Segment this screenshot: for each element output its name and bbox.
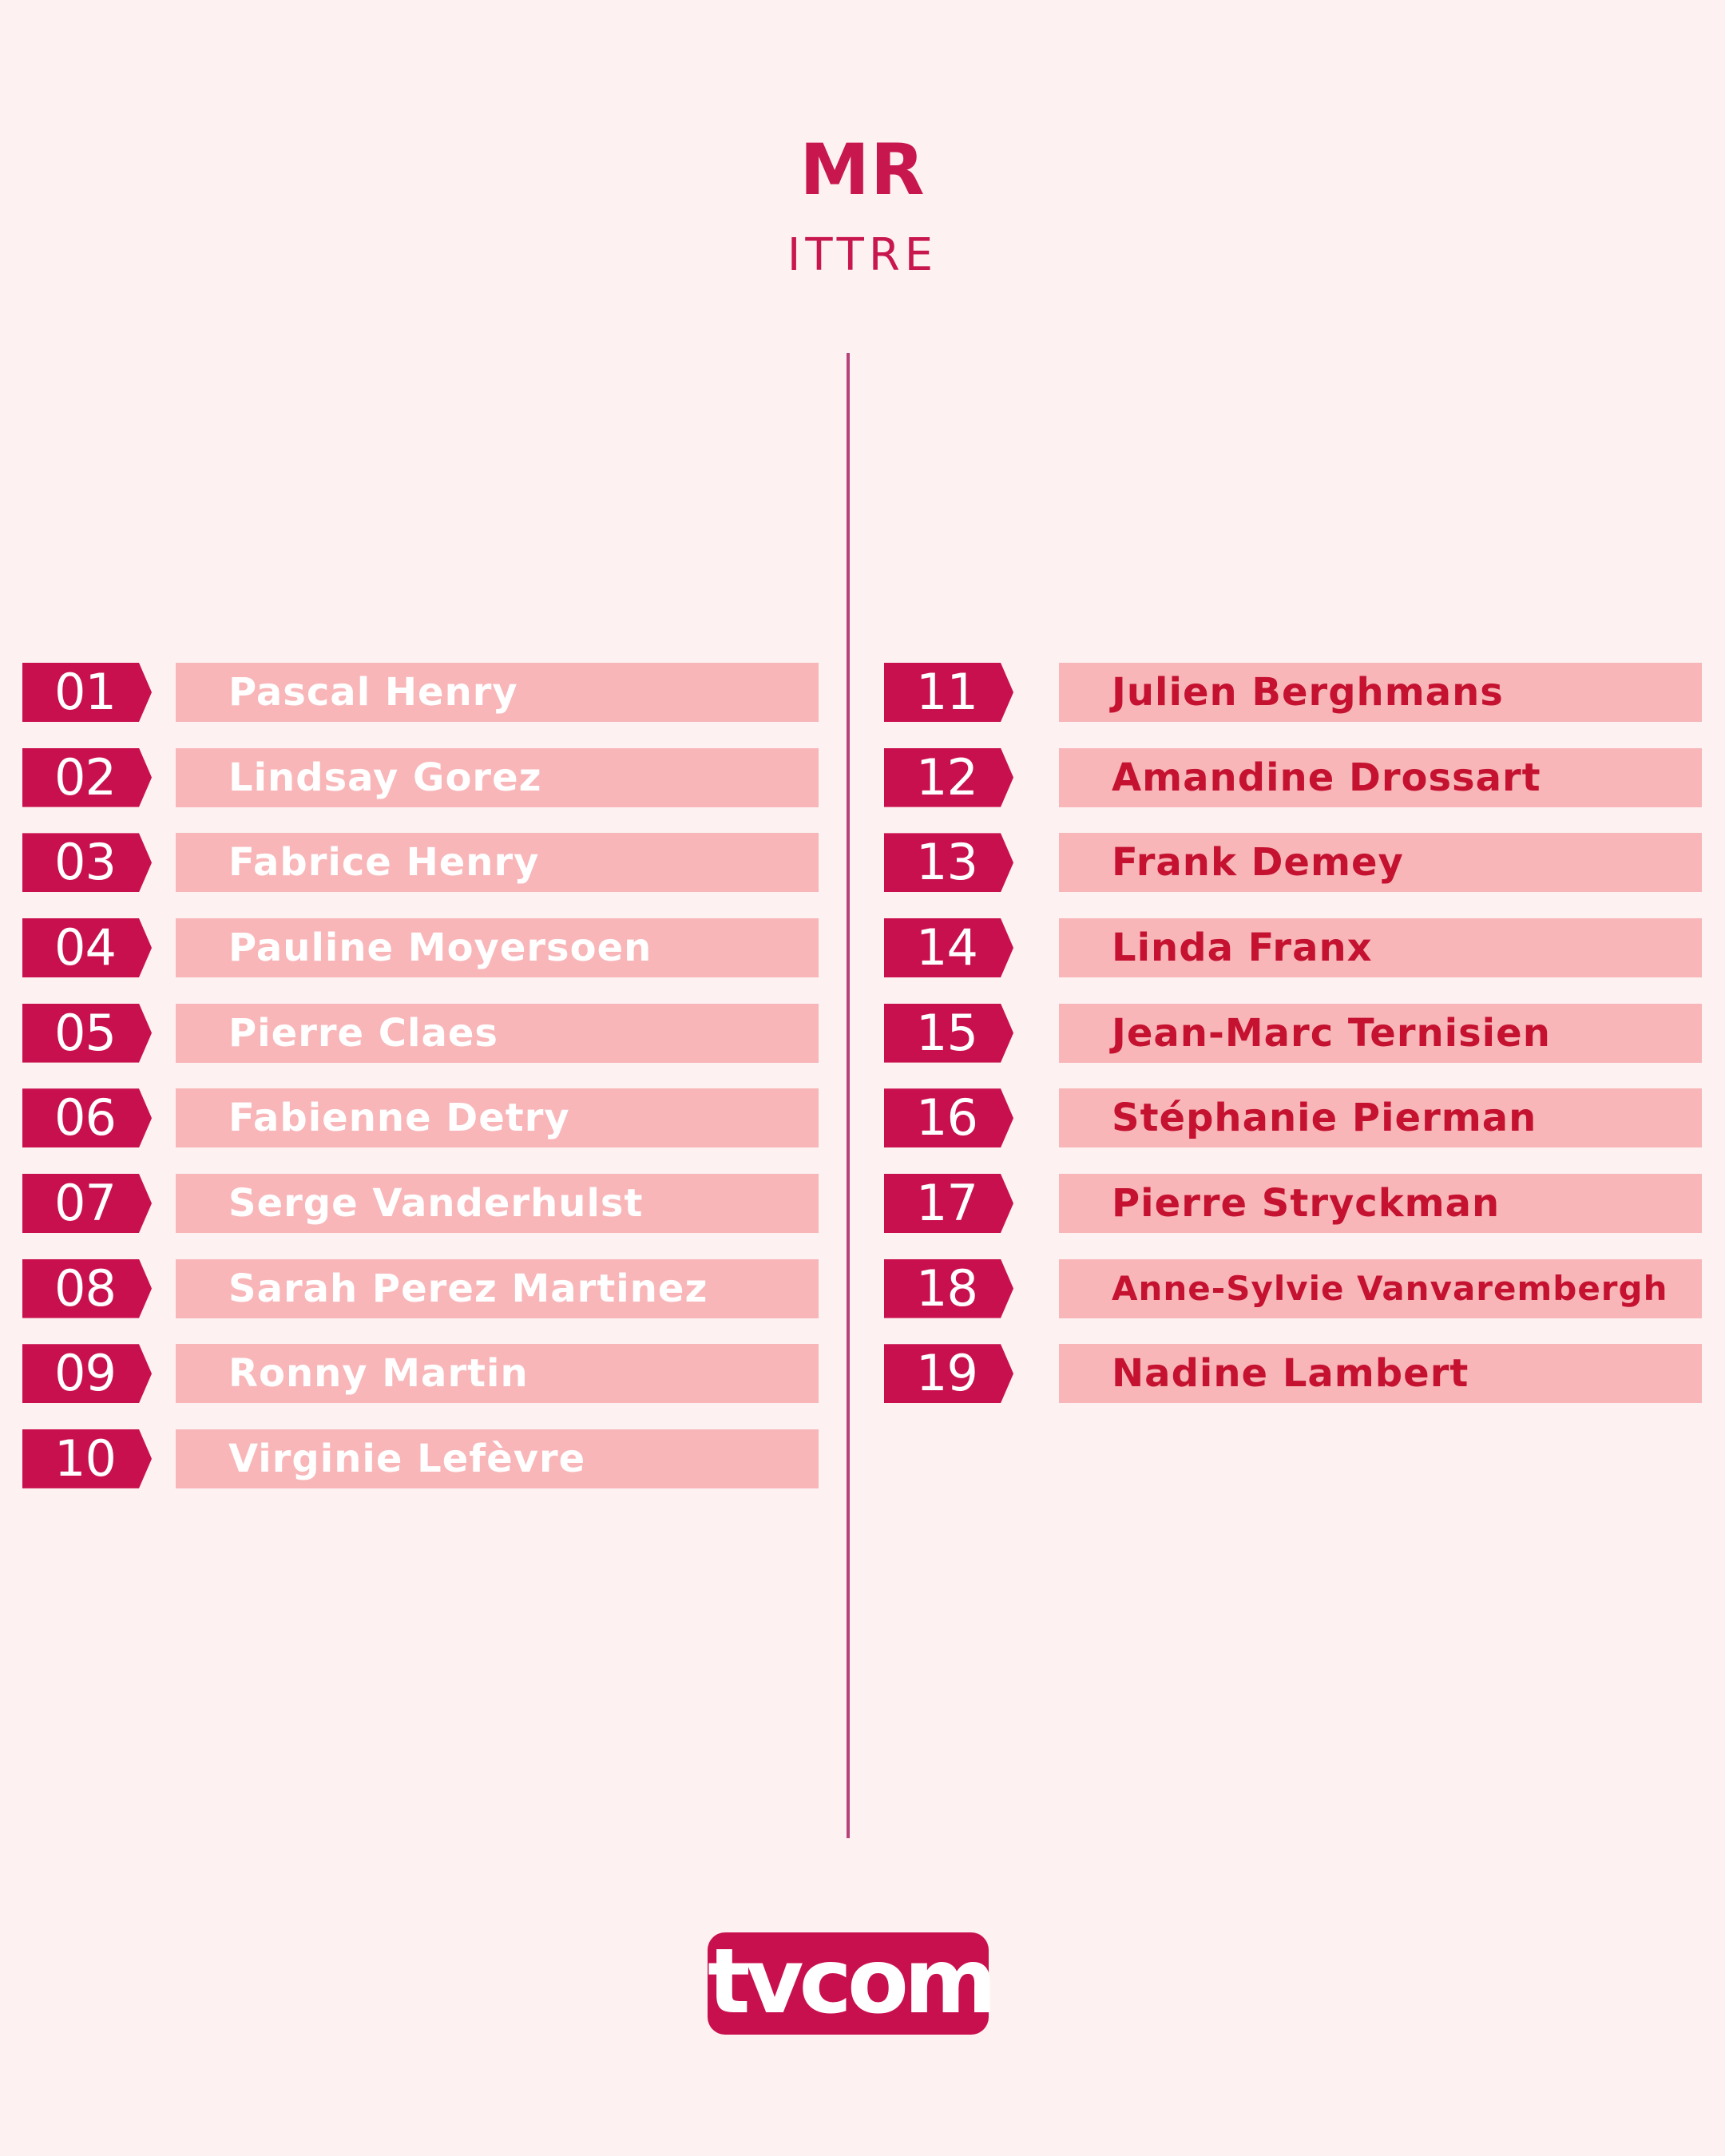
candidate-number: 04 xyxy=(22,917,152,977)
candidate-number: 10 xyxy=(22,1429,152,1488)
candidate-number: 07 xyxy=(22,1173,152,1233)
candidate-name: Linda Franx xyxy=(1059,917,1702,977)
candidate-name: Lindsay Gorez xyxy=(176,747,819,807)
candidate-number: 02 xyxy=(22,747,152,807)
candidate-number: 17 xyxy=(884,1173,1013,1233)
candidate-name: Anne-Sylvie Vanvarembergh xyxy=(1059,1258,1702,1318)
candidate-name: Pierre Stryckman xyxy=(1059,1173,1702,1233)
candidate-name: Stéphanie Pierman xyxy=(1059,1088,1702,1148)
candidate-number: 05 xyxy=(22,1003,152,1063)
candidate-name: Fabienne Detry xyxy=(176,1088,819,1148)
candidate-name: Sarah Perez Martinez xyxy=(176,1258,819,1318)
candidate-number: 09 xyxy=(22,1344,152,1404)
tvcom-logo: tvcom xyxy=(708,1930,997,2035)
candidate-number: 03 xyxy=(22,833,152,893)
candidate-number: 11 xyxy=(884,663,1013,722)
candidate-name: Fabrice Henry xyxy=(176,833,819,893)
candidate-number: 18 xyxy=(884,1258,1013,1318)
candidate-number: 19 xyxy=(884,1344,1013,1404)
candidate-name: Jean-Marc Ternisien xyxy=(1059,1003,1702,1063)
candidate-name: Nadine Lambert xyxy=(1059,1344,1702,1404)
candidate-number: 01 xyxy=(22,663,152,722)
candidate-name: Julien Berghmans xyxy=(1059,663,1702,722)
candidate-name: Amandine Drossart xyxy=(1059,747,1702,807)
candidate-number: 15 xyxy=(884,1003,1013,1063)
candidate-name: Ronny Martin xyxy=(176,1344,819,1404)
candidate-name: Pascal Henry xyxy=(176,663,819,722)
center-divider xyxy=(847,353,850,1838)
candidate-number: 13 xyxy=(884,833,1013,893)
candidate-number: 12 xyxy=(884,747,1013,807)
candidate-name: Pauline Moyersoen xyxy=(176,917,819,977)
candidate-name: Pierre Claes xyxy=(176,1003,819,1063)
candidate-number: 16 xyxy=(884,1088,1013,1148)
commune-title: ITTRE xyxy=(787,229,938,281)
candidate-name: Frank Demey xyxy=(1059,833,1702,893)
candidate-name: Serge Vanderhulst xyxy=(176,1173,819,1233)
candidate-number: 06 xyxy=(22,1088,152,1148)
party-title: MR xyxy=(799,129,926,211)
candidate-number: 14 xyxy=(884,917,1013,977)
candidate-number: 08 xyxy=(22,1258,152,1318)
candidate-name: Virginie Lefèvre xyxy=(176,1429,819,1488)
